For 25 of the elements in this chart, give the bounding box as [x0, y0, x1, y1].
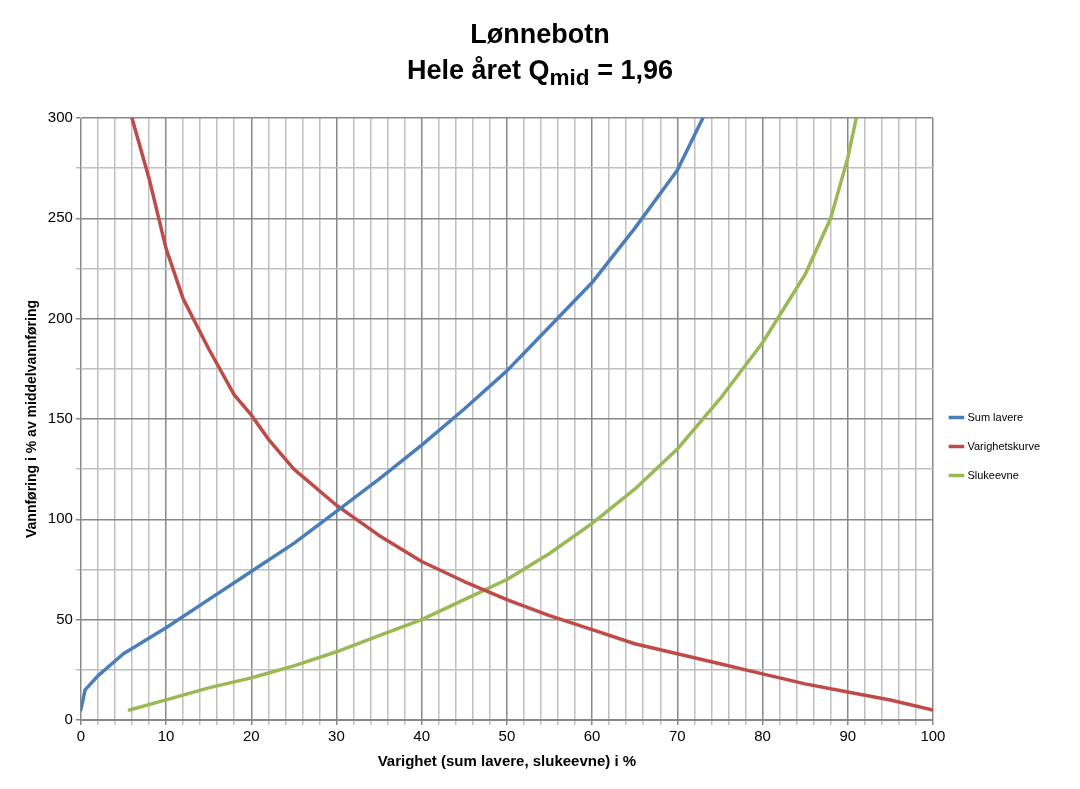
legend-label: Slukeevne [967, 468, 1019, 481]
x-tick-label: 30 [328, 727, 345, 745]
legend-label: Varighetskurve [967, 439, 1041, 452]
y-tick-label: 0 [64, 710, 73, 728]
y-axis-title: Vannføring i % av middelvannføring [23, 299, 40, 539]
legend-label: Sum lavere [967, 410, 1024, 423]
y-tick-label: 300 [47, 108, 73, 126]
x-tick-label: 100 [920, 727, 946, 745]
chart-subtitle: Hele året Q$_{mid}$ = 1,96 [406, 54, 674, 93]
x-tick-label: 10 [157, 727, 175, 745]
x-tick-label: 20 [242, 727, 260, 745]
x-tick-label: 90 [839, 727, 857, 745]
y-tick-label: 150 [47, 409, 73, 427]
x-tick-label: 40 [413, 727, 431, 745]
chart-title: Lønnebotn [469, 18, 611, 51]
x-axis-title: Varighet (sum lavere, slukeevne) i % [377, 752, 637, 770]
x-tick-label: 50 [498, 727, 516, 745]
y-tick-label: 250 [47, 208, 73, 226]
x-tick-label: 60 [583, 727, 601, 745]
y-tick-label: 200 [47, 308, 73, 326]
y-tick-label: 100 [47, 509, 73, 527]
y-tick-label: 50 [56, 609, 73, 627]
x-tick-label: 0 [76, 727, 85, 745]
x-tick-label: 70 [668, 727, 686, 745]
x-tick-label: 80 [754, 727, 771, 745]
